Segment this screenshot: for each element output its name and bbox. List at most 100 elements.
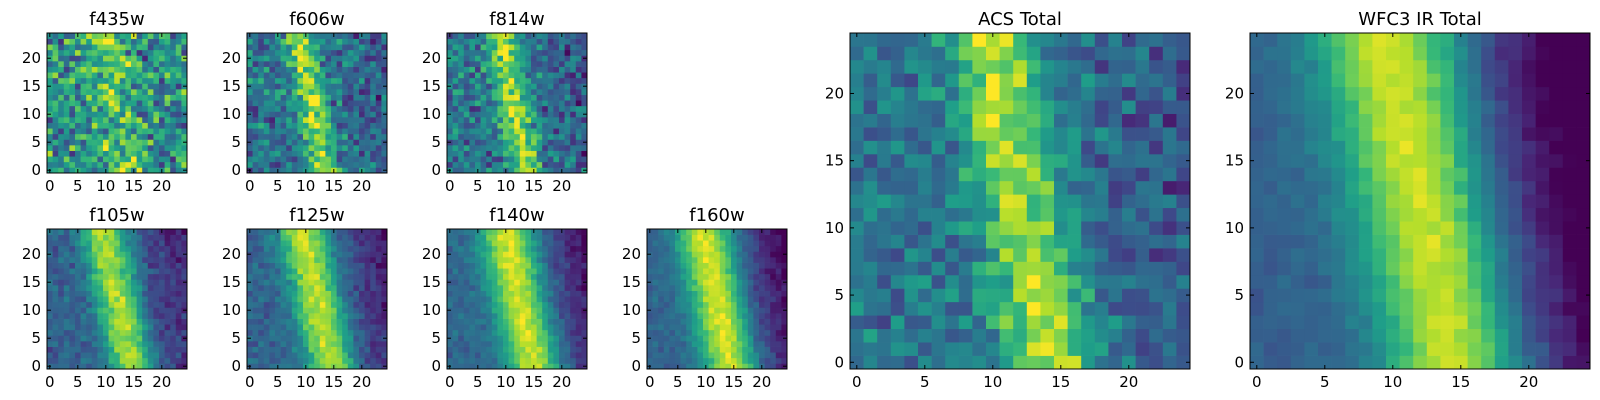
heatmap-cell bbox=[491, 229, 498, 235]
heatmap-cell bbox=[170, 117, 177, 123]
heatmap-cell bbox=[142, 279, 149, 286]
heatmap-cell bbox=[364, 117, 371, 123]
heatmap-cell bbox=[331, 301, 337, 308]
heatmap-cell bbox=[736, 285, 743, 291]
heatmap-cell bbox=[280, 33, 287, 39]
heatmap-cell bbox=[731, 290, 737, 297]
heatmap-cell bbox=[175, 313, 182, 319]
heatmap-cell bbox=[291, 245, 298, 252]
heatmap-cell bbox=[347, 324, 354, 331]
heatmap-cell bbox=[759, 313, 765, 319]
heatmap-cell bbox=[1054, 234, 1068, 249]
heatmap-cell bbox=[170, 257, 177, 263]
heatmap-cell bbox=[153, 229, 160, 235]
heatmap-cell bbox=[280, 357, 287, 364]
heatmap-cell bbox=[775, 346, 782, 353]
heatmap-cell bbox=[331, 105, 337, 112]
heatmap-cell bbox=[258, 363, 265, 370]
heatmap-cell bbox=[286, 122, 293, 129]
heatmap-cell bbox=[364, 335, 371, 342]
heatmap-cell bbox=[781, 229, 788, 235]
heatmap-cell bbox=[280, 61, 287, 67]
heatmap-cell bbox=[75, 150, 81, 157]
heatmap-cell bbox=[1135, 328, 1150, 343]
heatmap-cell bbox=[480, 94, 487, 101]
heatmap-cell bbox=[542, 100, 549, 107]
heatmap-cell bbox=[175, 111, 182, 118]
heatmap-cell bbox=[131, 301, 137, 308]
heatmap-cell bbox=[119, 38, 126, 45]
heatmap-cell bbox=[519, 167, 526, 174]
heatmap-cell bbox=[175, 329, 182, 336]
heatmap-cell bbox=[119, 156, 126, 163]
heatmap-cell bbox=[142, 49, 149, 56]
heatmap-cell bbox=[497, 167, 504, 174]
heatmap-cell bbox=[331, 341, 337, 347]
heatmap-cell bbox=[503, 335, 509, 342]
x-tick-label: 10 bbox=[696, 373, 715, 391]
heatmap-cell bbox=[52, 245, 59, 252]
heatmap-cell bbox=[142, 133, 149, 140]
heatmap-cell bbox=[291, 72, 298, 79]
heatmap-cell bbox=[1067, 355, 1082, 370]
heatmap-cell bbox=[147, 251, 154, 258]
heatmap-cell bbox=[108, 279, 115, 286]
heatmap-cell bbox=[890, 342, 905, 356]
heatmap-cell bbox=[308, 167, 315, 174]
heatmap-cell bbox=[547, 251, 554, 258]
heatmap-cell bbox=[764, 240, 771, 247]
heatmap-cell bbox=[958, 355, 973, 370]
heatmap-cell bbox=[103, 44, 109, 51]
heatmap-cell bbox=[147, 229, 154, 235]
heatmap-cell bbox=[519, 139, 526, 146]
heatmap-cell bbox=[863, 153, 878, 168]
heatmap-cell bbox=[353, 100, 360, 107]
heatmap-cell bbox=[904, 274, 919, 289]
heatmap-cell bbox=[447, 262, 453, 269]
heatmap-cell bbox=[297, 285, 304, 291]
heatmap-cell bbox=[475, 268, 481, 275]
heatmap-cell bbox=[559, 55, 565, 62]
heatmap-cell bbox=[559, 324, 565, 331]
heatmap-cell bbox=[381, 44, 388, 51]
heatmap-cell bbox=[175, 145, 182, 151]
heatmap-cell bbox=[1067, 342, 1082, 356]
heatmap-cell bbox=[286, 279, 293, 286]
heatmap-cell bbox=[564, 61, 571, 67]
heatmap-cell bbox=[475, 257, 481, 263]
heatmap-cell bbox=[275, 128, 281, 135]
heatmap-cell bbox=[714, 279, 721, 286]
heatmap-cell bbox=[863, 261, 878, 276]
heatmap-cell bbox=[564, 273, 571, 280]
heatmap-cell bbox=[63, 363, 70, 370]
heatmap-cell bbox=[691, 318, 698, 325]
heatmap-cell bbox=[58, 352, 65, 359]
heatmap-cell bbox=[175, 77, 182, 84]
heatmap-cell bbox=[108, 229, 115, 235]
heatmap-cell bbox=[1067, 248, 1082, 262]
heatmap-cell bbox=[159, 290, 165, 297]
heatmap-cell bbox=[736, 257, 743, 263]
heatmap-cell bbox=[47, 346, 53, 353]
heatmap-cell bbox=[108, 66, 115, 73]
heatmap-cell bbox=[91, 251, 98, 258]
heatmap-cell bbox=[75, 245, 81, 252]
heatmap-cell bbox=[381, 318, 388, 325]
heatmap-cell bbox=[159, 150, 165, 157]
heatmap-cell bbox=[691, 313, 698, 319]
heatmap-cell bbox=[319, 245, 326, 252]
heatmap-cell bbox=[972, 301, 987, 316]
heatmap-cell bbox=[114, 324, 121, 331]
heatmap-cell bbox=[680, 245, 687, 252]
heatmap-cell bbox=[447, 268, 453, 275]
heatmap-cell bbox=[364, 72, 371, 79]
heatmap-cell bbox=[275, 268, 281, 275]
heatmap-cell bbox=[753, 290, 760, 297]
heatmap-cell bbox=[142, 245, 149, 252]
heatmap-cell bbox=[108, 128, 115, 135]
heatmap-cell bbox=[175, 105, 182, 112]
heatmap-cell bbox=[877, 342, 892, 356]
heatmap-cell bbox=[347, 111, 354, 118]
heatmap-cell bbox=[119, 229, 126, 235]
